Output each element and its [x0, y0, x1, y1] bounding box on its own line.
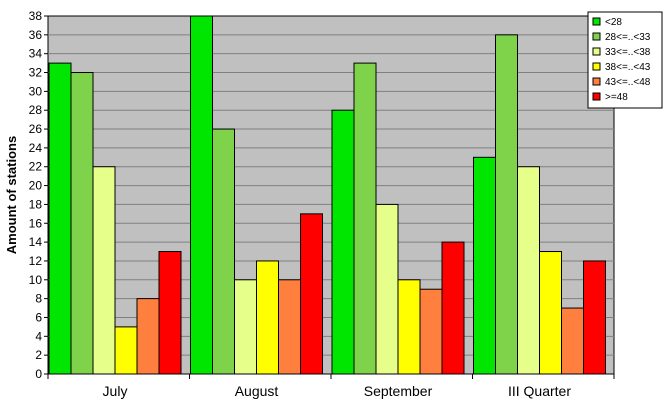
- y-tick-label: 34: [29, 47, 43, 61]
- bar: [278, 279, 301, 375]
- y-tick-label: 30: [29, 84, 43, 98]
- y-tick-label: 4: [35, 329, 42, 343]
- y-tick-label: 6: [35, 310, 42, 324]
- legend-label: 28<=..<33: [605, 32, 651, 43]
- bar: [495, 34, 518, 375]
- bar: [136, 298, 160, 375]
- y-tick-label: 26: [29, 122, 43, 136]
- legend-swatch: [592, 47, 601, 56]
- y-tick-label: 2: [35, 348, 42, 362]
- bar: [331, 109, 355, 375]
- y-tick-label: 8: [35, 292, 42, 306]
- legend-swatch: [592, 32, 601, 41]
- bar: [300, 213, 323, 375]
- x-tick-label: III Quarter: [508, 383, 571, 399]
- bar: [397, 279, 421, 375]
- legend-swatch: [592, 77, 601, 86]
- bar: [441, 241, 465, 375]
- legend: <28 28<=..<33 33<=..<38 38<=..<43 43<=..<48 >…: [587, 11, 663, 109]
- legend-box: [587, 11, 663, 109]
- legend-label: <28: [605, 17, 622, 28]
- bar: [48, 62, 72, 375]
- bar: [212, 128, 235, 375]
- bar: [92, 166, 116, 375]
- bars: [48, 15, 606, 375]
- bar: [375, 203, 399, 375]
- bar: [583, 260, 606, 375]
- legend-label: >=48: [605, 92, 628, 103]
- y-tick-label: 36: [29, 28, 43, 42]
- legend-swatch: [592, 92, 601, 101]
- bar: [561, 307, 584, 375]
- legend-label: 43<=..<48: [605, 77, 651, 88]
- y-tick-label: 24: [29, 141, 43, 155]
- y-tick-label: 18: [29, 197, 43, 211]
- legend-label: 38<=..<43: [605, 62, 651, 73]
- y-tick-label: 12: [29, 254, 43, 268]
- y-tick-label: 32: [29, 66, 43, 80]
- y-tick-label: 14: [29, 235, 43, 249]
- x-axis-labels: July August September III Quarter: [47, 374, 615, 399]
- x-tick-label: July: [103, 383, 128, 399]
- legend-swatch: [592, 17, 601, 26]
- y-tick-label: 38: [29, 9, 43, 23]
- y-tick-label: 28: [29, 103, 43, 117]
- bar: [517, 166, 540, 375]
- bar: [114, 326, 138, 375]
- y-axis-title: Amount of stations: [4, 136, 19, 254]
- legend-swatch: [592, 62, 601, 71]
- bar: [190, 15, 213, 375]
- bar: [70, 72, 94, 375]
- legend-label: 33<=..<38: [605, 47, 651, 58]
- bar: [234, 279, 257, 375]
- y-tick-label: 16: [29, 216, 43, 230]
- bar: [353, 62, 377, 375]
- bar: [419, 288, 443, 375]
- x-tick-label: August: [235, 383, 279, 399]
- bar: [256, 260, 279, 375]
- bar: [473, 156, 496, 375]
- x-tick-label: September: [364, 383, 433, 399]
- bar: [158, 251, 182, 375]
- y-tick-label: 10: [29, 273, 43, 287]
- y-tick-label: 20: [29, 179, 43, 193]
- y-tick-label: 22: [29, 160, 43, 174]
- y-tick-label: 0: [35, 367, 42, 381]
- bar: [539, 251, 562, 375]
